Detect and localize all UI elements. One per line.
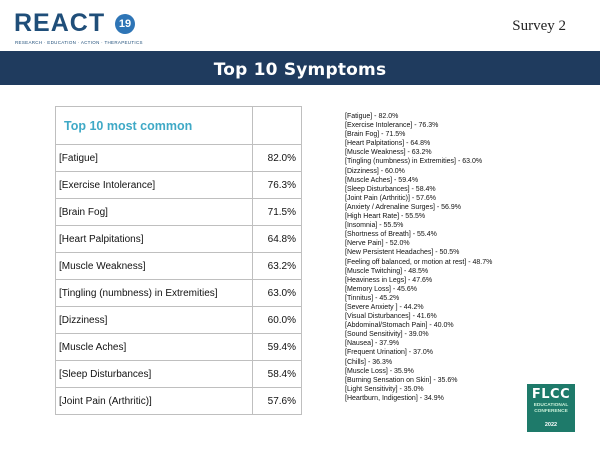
table-row: [Heart Palpitations] 64.8% [55,225,303,253]
symptom-name-cell: [Brain Fog] [55,198,253,226]
list-item: [Heaviness in Legs] - 47.6% [345,276,433,284]
symptom-percent-cell: 63.0% [251,279,303,307]
list-item: [Nausea] - 37.9% [345,340,400,348]
list-item: [New Persistent Headaches] - 50.5% [345,249,460,257]
conference-badge-line3: CONFERENCE [534,409,568,414]
symptom-percent-cell: 63.2% [251,252,303,280]
symptom-percent-cell: 64.8% [251,225,303,253]
top-ten-table-container: Top 10 most common [Fatigue] 82.0% [Exerci… [55,106,303,432]
symptom-percent-cell: 57.6% [251,387,303,415]
logo-text: REACT [14,9,106,37]
symptom-percent-cell: 82.0% [251,144,303,172]
symptom-name-cell: [Muscle Weakness] [55,252,253,280]
react19-logo: REACT 19 RESEARCH · EDUCATION · ACTION ·… [14,8,142,48]
table-row: [Dizziness] 60.0% [55,306,303,334]
symptom-percent-cell: 60.0% [251,306,303,334]
full-symptom-list: [Fatigue] - 82.0% [Exercise Intolerance] … [345,112,565,403]
list-item: [Tinnitus] - 45.2% [345,294,400,302]
list-item: [Muscle Aches] - 59.4% [345,176,419,184]
list-item: [Sleep Disturbances] - 58.4% [345,185,436,193]
table-row: [Muscle Weakness] 63.2% [55,252,303,280]
title-bar: Top 10 Symptoms [0,51,600,85]
list-item: [Muscle Loss] - 35.9% [345,367,414,375]
table-row: [Fatigue] 82.0% [55,144,303,172]
list-item: [Insomnia] - 55.5% [345,222,404,230]
conference-badge-year: 2022 [544,422,558,428]
logo-tagline: RESEARCH · EDUCATION · ACTION · THERAPEU… [15,40,143,45]
list-item: [Shortness of Breath] - 55.4% [345,231,437,239]
list-item: [Dizziness] - 60.0% [345,167,405,175]
logo-number-badge: 19 [115,14,135,34]
list-item: [Exercise Intolerance] - 76.3% [345,122,439,130]
list-item: [Joint Pain (Arthritic)] - 57.6% [345,194,437,202]
table-row: [Joint Pain (Arthritic)] 57.6% [55,387,303,415]
symptom-name-cell: [Heart Palpitations] [55,225,253,253]
list-item: [Muscle Weakness] - 63.2% [345,149,432,157]
symptom-name-cell: [Sleep Disturbances] [55,360,253,388]
list-item: [Heart Palpitations] - 64.8% [345,140,431,148]
list-item: [High Heart Rate] - 55.5% [345,213,426,221]
symptom-percent-cell: 58.4% [251,360,303,388]
list-item: [Muscle Twitching] - 48.5% [345,267,429,275]
symptom-name-cell: [Exercise Intolerance] [55,171,253,199]
symptom-name-cell: [Tingling (numbness) in Extremities] [55,279,253,307]
top-ten-table: Top 10 most common [Fatigue] 82.0% [Exerci… [55,106,303,415]
list-item: [Burning Sensation on Skin] - 35.6% [345,376,458,384]
table-heading-blank [251,106,303,145]
list-item: [Heartburn, Indigestion] - 34.9% [345,394,444,402]
list-item: [Severe Anxiety ] - 44.2% [345,303,424,311]
conference-badge-subtitle: EDUCATIONAL CONFERENCE [527,403,575,415]
list-item: [Chills] - 36.3% [345,358,393,366]
symptom-name-cell: [Joint Pain (Arthritic)] [55,387,253,415]
symptom-percent-cell: 71.5% [251,198,303,226]
list-item: [Tingling (numbness) in Extremities] - 6… [345,158,483,166]
survey-label: Survey 2 [512,18,566,34]
conference-badge-title: FLCC [531,387,571,402]
slide-title: Top 10 Symptoms [213,60,387,80]
list-item: [Memory Loss] - 45.6% [345,285,417,293]
symptom-name-cell: [Fatigue] [55,144,253,172]
list-item: [Sound Sensitivity] - 39.0% [345,331,429,339]
list-item: [Visual Disturbances] - 41.6% [345,313,437,321]
symptom-name-cell: [Dizziness] [55,306,253,334]
table-row: [Muscle Aches] 59.4% [55,333,303,361]
table-row: [Exercise Intolerance] 76.3% [55,171,303,199]
table-row: [Sleep Disturbances] 58.4% [55,360,303,388]
conference-badge-line2: EDUCATIONAL [533,403,569,408]
table-row: [Brain Fog] 71.5% [55,198,303,226]
symptom-percent-cell: 59.4% [251,333,303,361]
flcc-conference-badge: FLCC EDUCATIONAL CONFERENCE 2022 [527,384,575,432]
table-row: [Tingling (numbness) in Extremities] 63.0… [55,279,303,307]
table-header-row: Top 10 most common [55,106,303,145]
table-heading: Top 10 most common [55,106,253,145]
symptom-name-cell: [Muscle Aches] [55,333,253,361]
list-item: [Light Sensitivity] - 35.0% [345,385,424,393]
list-item: [Feeling off balanced, or motion at rest… [345,258,493,266]
list-item: [Abdominal/Stomach Pain] - 40.0% [345,322,454,330]
list-item: [Fatigue] - 82.0% [345,113,399,120]
symptom-percent-cell: 76.3% [251,171,303,199]
list-item: [Frequent Urination] - 37.0% [345,349,433,357]
list-item: [Brain Fog] - 71.5% [345,131,406,139]
list-item: [Anxiety / Adrenaline Surges] - 56.9% [345,203,461,211]
list-item: [Nerve Pain] - 52.0% [345,240,410,248]
